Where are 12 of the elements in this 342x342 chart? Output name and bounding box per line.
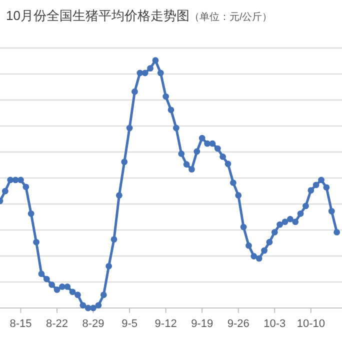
chart-title: 10月份全国生猪平均价格走势图	[6, 8, 190, 23]
title: 10月份全国生猪平均价格走势图（单位：元/公斤）	[6, 8, 272, 23]
x-tick-label: 9-12	[154, 318, 177, 330]
x-tick-label: 10-10	[296, 318, 325, 330]
x-tick-label: 8-29	[82, 318, 104, 330]
x-tick-label: 8-22	[46, 318, 68, 330]
x-tick-label: 9-19	[191, 318, 214, 330]
x-tick-label: 8-15	[10, 318, 32, 330]
x-tick-label: 10-3	[264, 318, 286, 330]
x-tick-label: 9-5	[122, 318, 138, 330]
subtitle: （单位：元/公斤）	[189, 12, 272, 23]
x-tick-label: 9-26	[227, 318, 250, 330]
